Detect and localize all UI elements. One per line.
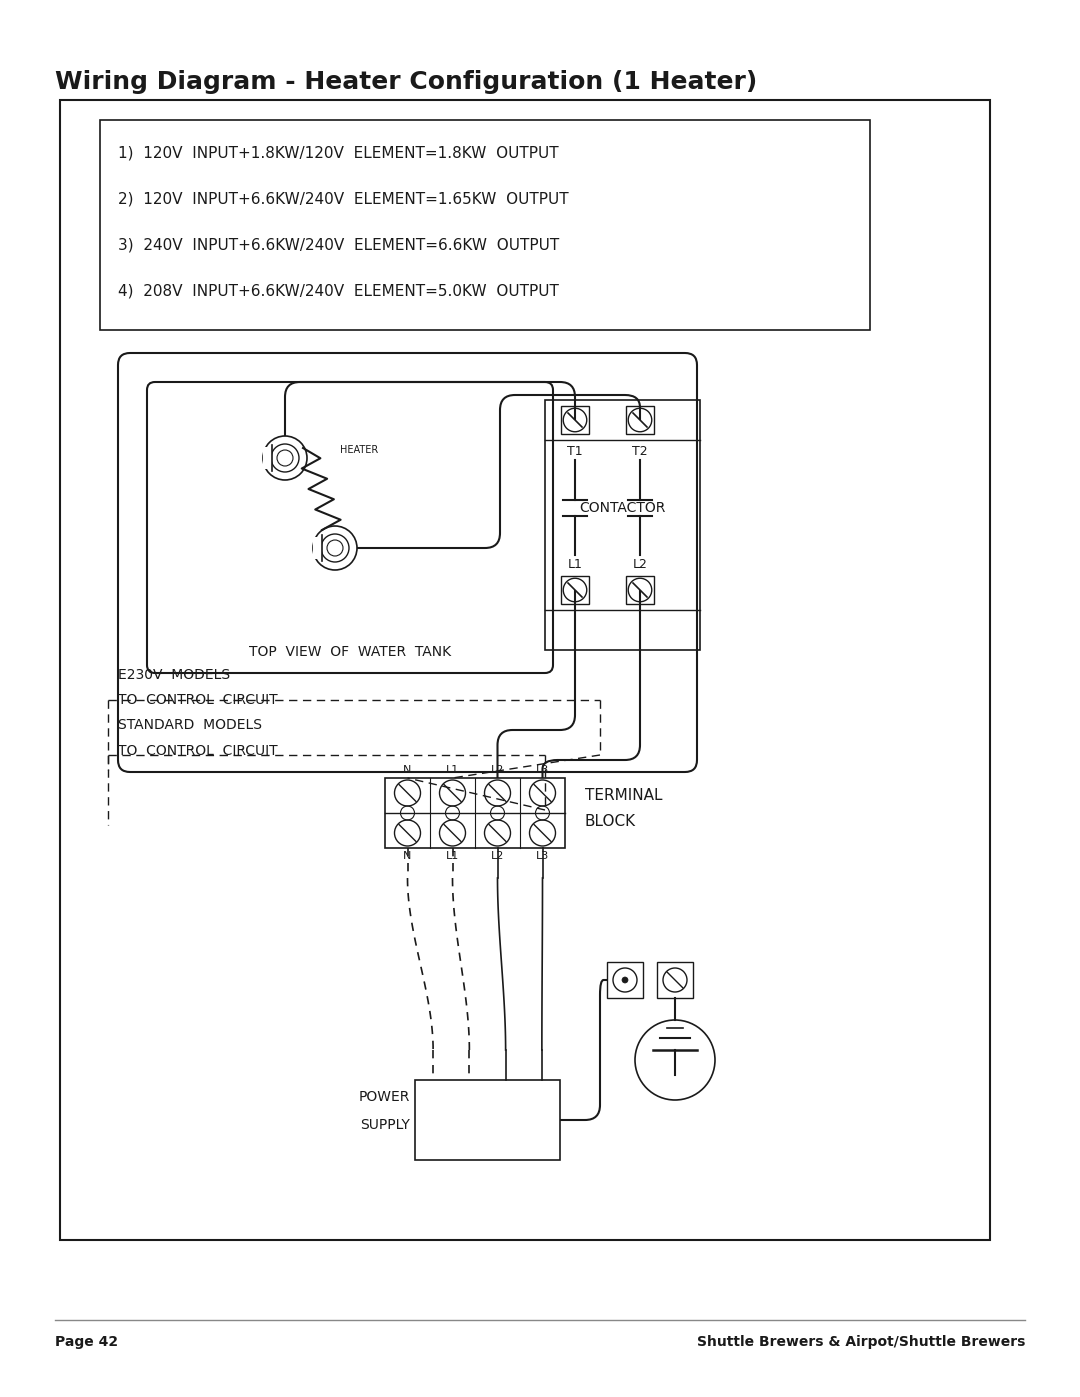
Bar [100,120,870,330]
Text: TO  CONTROL  CIRCUIT: TO CONTROL CIRCUIT [118,745,278,759]
Text: BLOCK: BLOCK [585,814,636,828]
Text: L2: L2 [490,851,504,861]
Text: Wiring Diagram - Heater Configuration (1 Heater): Wiring Diagram - Heater Configuration (1… [55,70,757,94]
Text: L1: L1 [446,851,459,861]
Text: TO  CONTROL  CIRCUIT: TO CONTROL CIRCUIT [118,693,278,707]
Text: L2: L2 [633,557,647,571]
Text: TERMINAL: TERMINAL [585,788,662,803]
Text: T2: T2 [632,446,648,458]
Text: L3: L3 [536,766,549,775]
Text: E230V  MODELS: E230V MODELS [118,668,230,682]
Text: 1)  120V  INPUT+1.8KW/120V  ELEMENT=1.8KW  OUTPUT: 1) 120V INPUT+1.8KW/120V ELEMENT=1.8KW O… [118,145,558,161]
Bar [657,963,693,997]
Text: L2: L2 [490,766,504,775]
Text: Page 42: Page 42 [55,1336,118,1350]
Bar [313,536,322,559]
Text: HEATER: HEATER [340,446,378,455]
Text: 2)  120V  INPUT+6.6KW/240V  ELEMENT=1.65KW  OUTPUT: 2) 120V INPUT+6.6KW/240V ELEMENT=1.65KW … [118,191,569,205]
Text: TOP  VIEW  OF  WATER  TANK: TOP VIEW OF WATER TANK [248,645,451,659]
Text: N: N [403,851,411,861]
Text: T1: T1 [567,446,583,458]
Circle shape [622,977,627,983]
Bar [60,101,990,1241]
Text: Shuttle Brewers & Airpot/Shuttle Brewers: Shuttle Brewers & Airpot/Shuttle Brewers [697,1336,1025,1350]
Text: L1: L1 [446,766,459,775]
Text: 3)  240V  INPUT+6.6KW/240V  ELEMENT=6.6KW  OUTPUT: 3) 240V INPUT+6.6KW/240V ELEMENT=6.6KW O… [118,237,559,251]
Text: CONTACTOR: CONTACTOR [579,502,665,515]
Bar [545,400,700,650]
Bar [415,1080,561,1160]
Circle shape [264,436,307,481]
Bar [384,778,565,848]
Text: L1: L1 [568,557,582,571]
Text: 4)  208V  INPUT+6.6KW/240V  ELEMENT=5.0KW  OUTPUT: 4) 208V INPUT+6.6KW/240V ELEMENT=5.0KW O… [118,284,558,298]
Text: L3: L3 [536,851,549,861]
Bar [607,963,643,997]
Circle shape [313,527,357,570]
Bar [561,576,589,604]
Bar [626,576,654,604]
Text: POWER: POWER [359,1090,410,1104]
Text: N: N [403,766,411,775]
Bar [626,407,654,434]
Text: SUPPLY: SUPPLY [360,1118,410,1132]
Bar [561,407,589,434]
Text: STANDARD  MODELS: STANDARD MODELS [118,718,262,732]
Bar [264,447,272,469]
